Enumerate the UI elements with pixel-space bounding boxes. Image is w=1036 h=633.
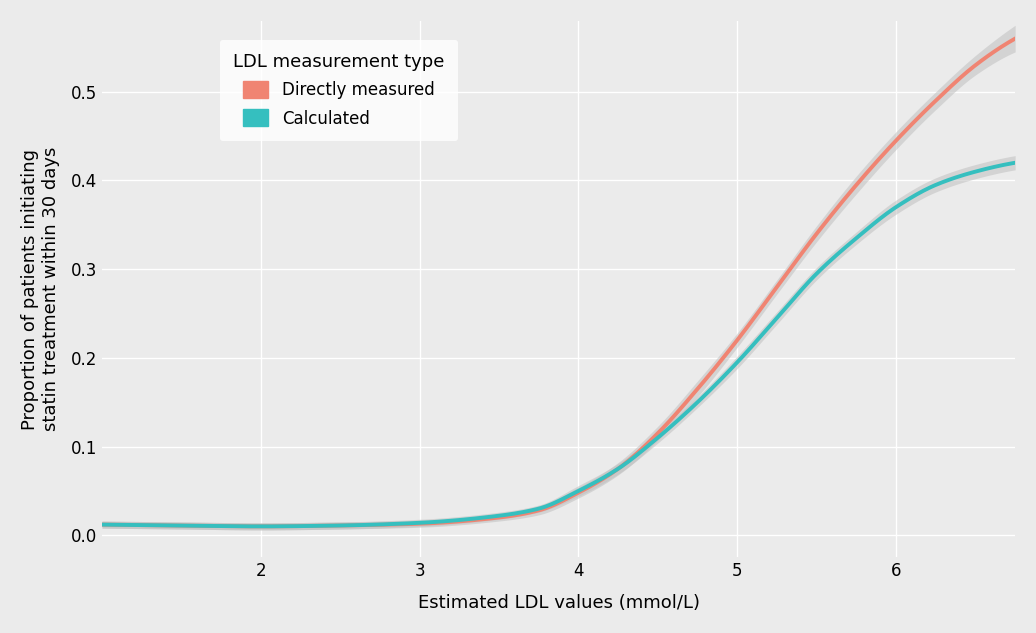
X-axis label: Estimated LDL values (mmol/L): Estimated LDL values (mmol/L) [418,594,699,612]
Legend: Directly measured, Calculated: Directly measured, Calculated [220,40,458,141]
Y-axis label: Proportion of patients initiating
statin treatment within 30 days: Proportion of patients initiating statin… [21,147,60,431]
